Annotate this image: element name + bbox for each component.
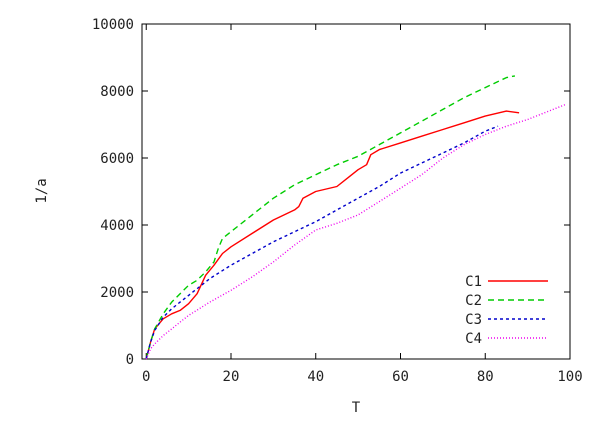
x-axis-label: T xyxy=(352,400,361,416)
series-line-c2 xyxy=(145,75,516,360)
x-tick-label: 20 xyxy=(223,369,240,385)
y-tick-label: 6000 xyxy=(100,151,134,167)
plot-frame xyxy=(141,23,571,360)
x-tick-label: 80 xyxy=(477,369,494,385)
series-line-c3 xyxy=(145,125,499,360)
y-tick-label: 0 xyxy=(126,352,134,368)
axis-ticks: 0 20 40 60 80 100 0 2000 4000 6000 8000 10000 xyxy=(92,17,583,385)
x-tick-label: 40 xyxy=(307,369,324,385)
x-tick-label: 0 xyxy=(142,369,150,385)
y-tick-label: 2000 xyxy=(100,285,134,301)
y-tick-label: 8000 xyxy=(100,84,134,100)
series-lines xyxy=(145,75,567,360)
y-tick-label: 10000 xyxy=(92,17,134,33)
legend-label-c3: C3 xyxy=(465,312,482,328)
series-line-c1 xyxy=(145,110,520,360)
legend-label-c2: C2 xyxy=(465,293,482,309)
x-tick-label: 60 xyxy=(392,369,409,385)
y-axis-label: 1/a xyxy=(34,178,50,203)
y-tick-label: 4000 xyxy=(100,218,134,234)
legend-label-c4: C4 xyxy=(465,331,482,347)
x-tick-label: 100 xyxy=(557,369,582,385)
legend-label-c1: C1 xyxy=(465,274,482,290)
legend: C1 C2 C3 C4 xyxy=(465,274,548,347)
series-line-c4 xyxy=(145,103,567,360)
